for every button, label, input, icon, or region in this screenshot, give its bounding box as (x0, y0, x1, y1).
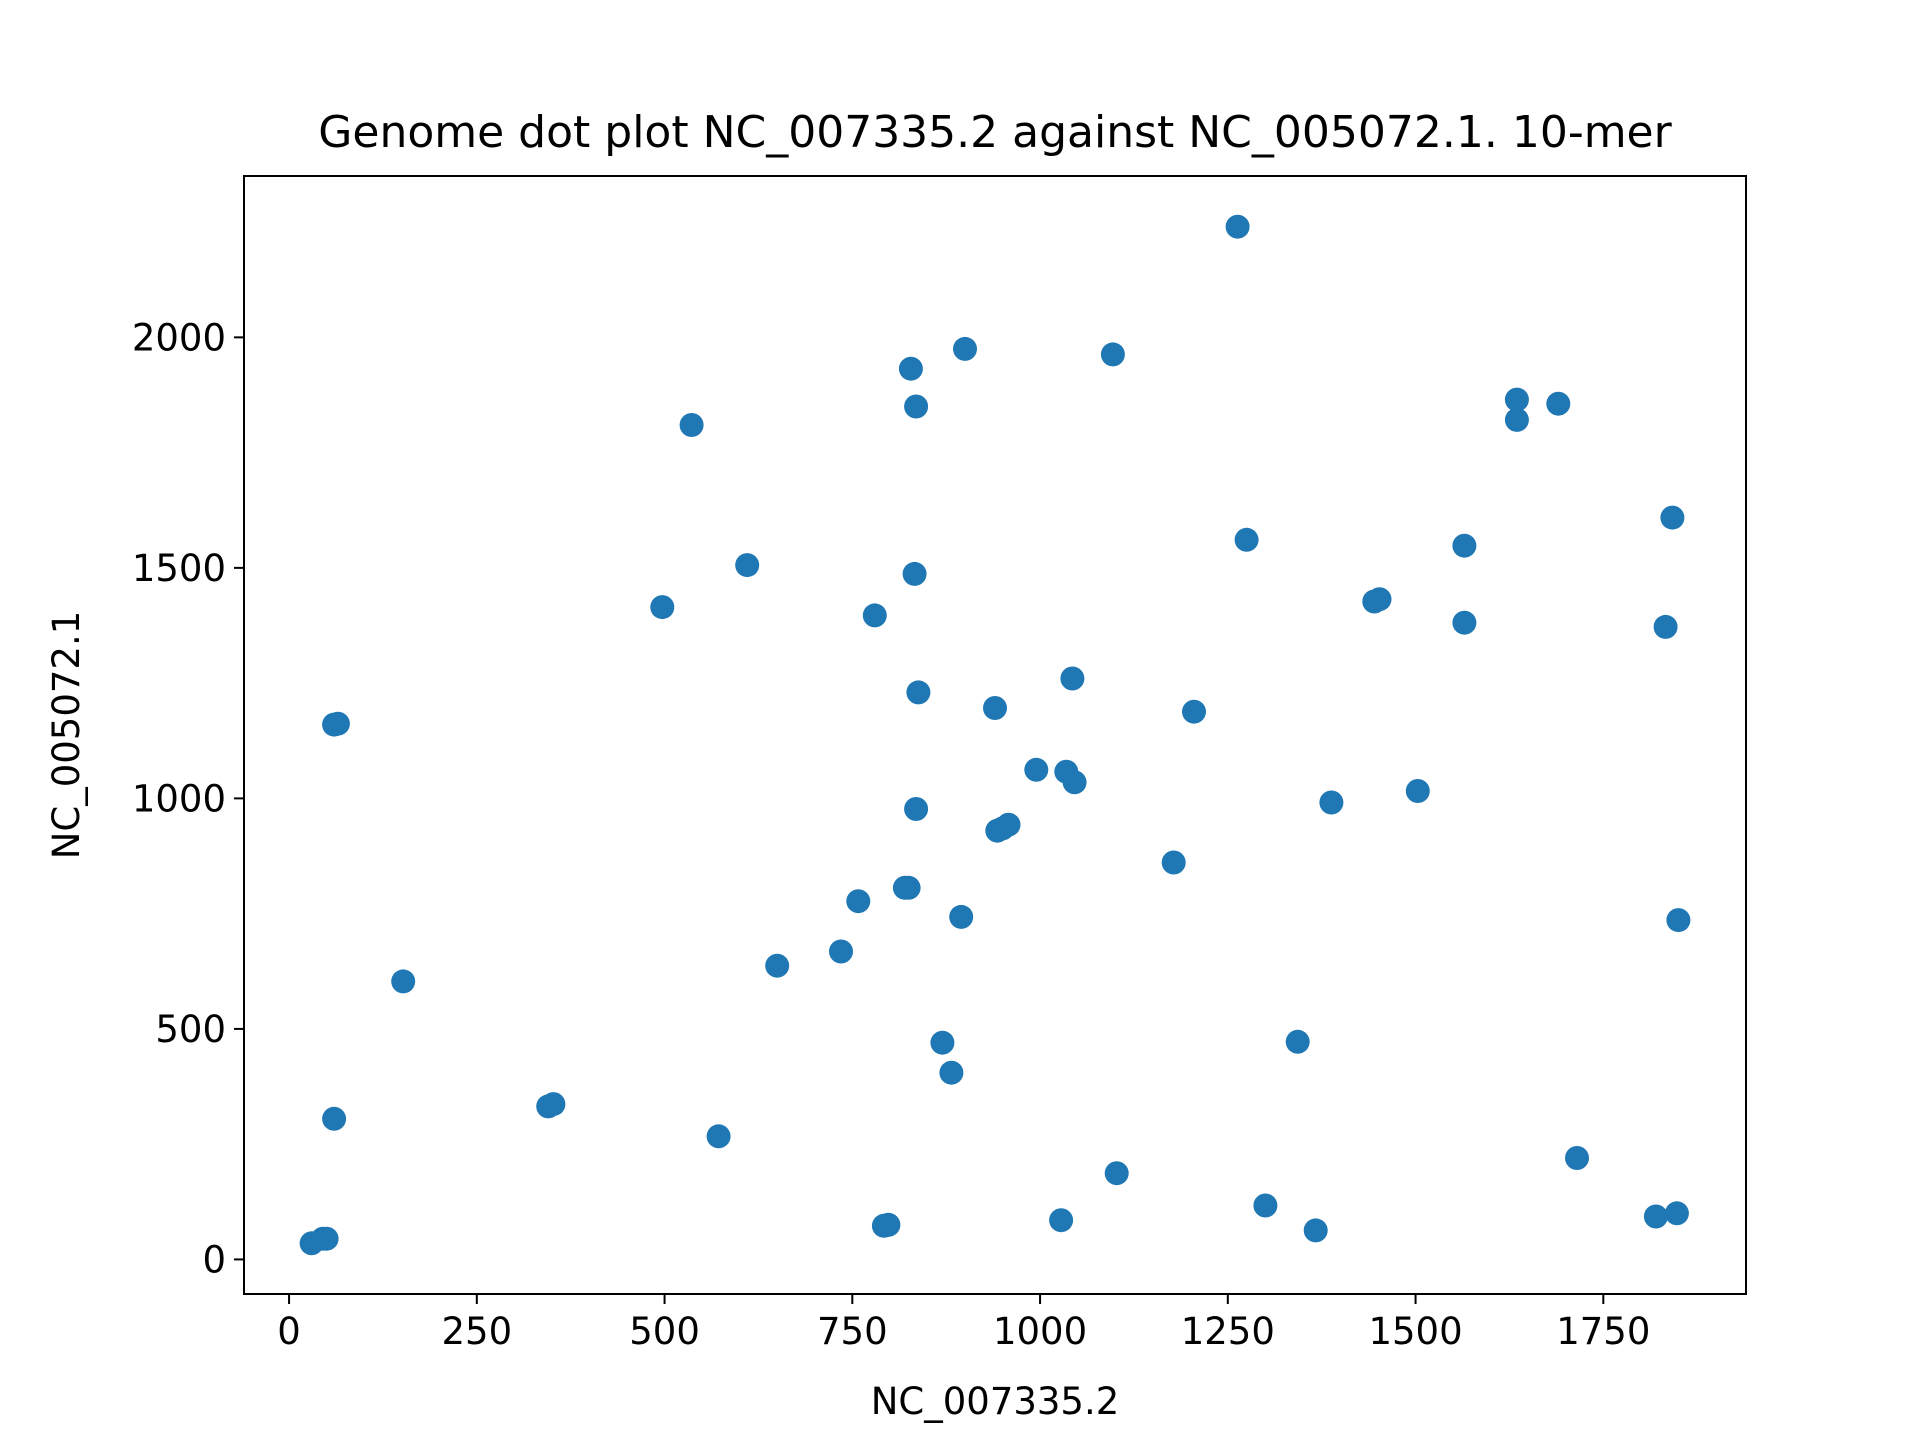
data-point-26 (930, 1030, 955, 1055)
x-axis: 0 250 500 750 1000 1250 1500 1750 (277, 1294, 1650, 1353)
data-point-44 (1234, 527, 1259, 552)
data-point-52 (1452, 610, 1477, 635)
points-layer (299, 214, 1691, 1256)
y-tick-label-4: 2000 (132, 316, 226, 359)
data-point-39 (1100, 342, 1125, 367)
data-point-29 (953, 336, 977, 361)
y-axis-label: NC_005072.1 (45, 611, 88, 860)
data-point-30 (983, 696, 1007, 720)
data-point-10 (679, 413, 704, 437)
x-tick-label-4: 1000 (993, 1310, 1087, 1353)
data-point-33 (996, 812, 1021, 837)
data-point-43 (1225, 214, 1250, 239)
data-point-46 (1285, 1029, 1310, 1054)
data-point-40 (1104, 1161, 1129, 1186)
data-point-27 (939, 1060, 964, 1085)
y-tick-label-2: 1000 (132, 777, 226, 820)
data-point-35 (1049, 1208, 1074, 1233)
x-axis-label: NC_007335.2 (871, 1380, 1120, 1423)
data-point-53 (1452, 533, 1477, 558)
data-point-11 (706, 1124, 731, 1149)
data-point-56 (1546, 391, 1571, 416)
chart-title: Genome dot plot NC_007335.2 against NC_0… (318, 107, 1672, 158)
data-point-13 (765, 953, 790, 978)
data-point-23 (904, 394, 929, 419)
x-tick-label-1: 250 (441, 1310, 512, 1353)
x-tick-label-0: 0 (277, 1310, 301, 1353)
data-point-25 (906, 680, 931, 705)
data-point-12 (735, 553, 760, 578)
data-point-57 (1565, 1146, 1589, 1170)
data-point-41 (1161, 850, 1186, 875)
data-point-42 (1182, 699, 1206, 724)
data-point-45 (1253, 1193, 1278, 1218)
data-point-5 (325, 711, 350, 736)
data-point-16 (862, 603, 887, 628)
data-point-59 (1653, 614, 1678, 639)
data-point-34 (1024, 757, 1049, 782)
y-tick-label-3: 1500 (132, 547, 226, 590)
x-tick-label-5: 1250 (1181, 1310, 1275, 1353)
data-point-15 (846, 889, 871, 914)
data-point-9 (650, 595, 675, 620)
x-tick-label-6: 1500 (1368, 1310, 1462, 1353)
plot-frame (243, 175, 1747, 1295)
data-point-6 (391, 969, 416, 994)
data-point-38 (1062, 770, 1087, 795)
data-point-37 (1060, 666, 1085, 691)
data-point-54 (1504, 407, 1529, 432)
data-point-20 (896, 875, 921, 900)
x-tick-label-3: 750 (817, 1310, 888, 1353)
data-point-50 (1367, 587, 1392, 612)
data-point-51 (1405, 779, 1430, 803)
data-point-62 (1666, 908, 1691, 933)
y-tick-label-0: 0 (202, 1238, 226, 1281)
data-point-61 (1664, 1201, 1689, 1226)
data-point-21 (898, 356, 923, 381)
data-point-28 (949, 904, 974, 929)
data-point-18 (876, 1212, 901, 1237)
y-tick-label-1: 500 (155, 1008, 226, 1051)
data-point-58 (1643, 1204, 1668, 1229)
data-point-14 (829, 939, 853, 964)
data-point-47 (1303, 1218, 1328, 1243)
y-axis: 0 500 1000 1500 2000 (132, 316, 244, 1281)
x-tick-label-2: 500 (629, 1310, 700, 1353)
data-point-48 (1319, 790, 1344, 815)
data-point-2 (314, 1226, 339, 1251)
data-point-55 (1504, 387, 1529, 412)
data-point-22 (902, 561, 927, 586)
data-point-60 (1660, 505, 1685, 530)
data-point-24 (904, 797, 929, 821)
x-tick-label-7: 1750 (1556, 1310, 1650, 1353)
data-point-8 (541, 1092, 566, 1117)
data-point-3 (322, 1106, 347, 1131)
